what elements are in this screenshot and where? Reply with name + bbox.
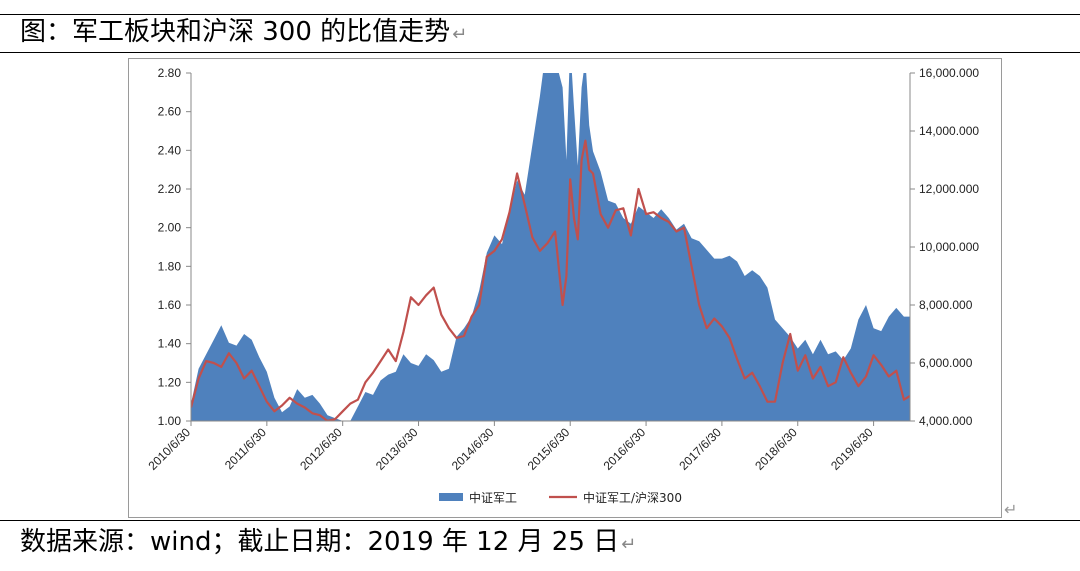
x-tick-label: 2013/6/30 [373,425,421,473]
x-tick-label: 2011/6/30 [222,425,269,472]
left-tick-label: 1.00 [158,414,182,428]
x-tick-label: 2010/6/30 [145,425,193,473]
line-series-ratio [191,139,910,421]
legend-label-area: 中证军工 [469,490,517,505]
right-tick-label: 14,000.000 [919,124,979,138]
right-tick-label: 16,000.000 [919,66,979,80]
chart: 1.00 1.20 1.40 1.60 1.80 2.00 2.20 2.40 2.60 2.80… [145,66,979,505]
right-tick-label: 12,000.000 [919,182,979,196]
source-rule [0,520,1080,521]
left-tick-label: 1.60 [158,298,182,312]
left-tick-label: 1.40 [158,337,182,351]
return-mark: ↵ [452,24,468,45]
legend-label-line: 中证军工/沪深300 [583,490,682,505]
legend: 中证军工 中证军工/沪深300 [439,490,682,505]
x-tick-label: 2019/6/30 [828,425,876,473]
return-mark: ↵ [621,534,637,555]
x-tick-label: 2016/6/30 [601,425,649,473]
area-series-zhongzheng-military [191,73,910,421]
left-tick-label: 2.00 [158,221,182,235]
left-tick-label: 1.80 [158,259,182,273]
left-tick-label: 2.60 [158,105,182,119]
data-source-note: 数据来源：wind；截止日期：2019 年 12 月 25 日 ↵ [20,527,637,557]
x-tick-label: 2012/6/30 [297,425,345,473]
right-tick-label: 6,000.000 [919,356,973,370]
left-tick-label: 2.20 [158,182,182,196]
left-tick-label: 2.40 [158,143,182,157]
x-tick-label: 2018/6/30 [752,425,800,473]
paragraph-mark: ↵ [1004,500,1018,519]
line-series-layer [191,139,910,421]
area-series-layer [191,73,910,421]
right-tick-label: 10,000.000 [919,240,979,254]
left-tick-label: 2.80 [158,66,182,80]
chart-frame: 1.00 1.20 1.40 1.60 1.80 2.00 2.20 2.40 2.60 2.80… [128,58,1002,518]
right-tick-label: 8,000.000 [919,298,973,312]
right-tick-label: 4,000.000 [919,414,973,428]
left-tick-label: 1.20 [158,375,182,389]
legend-swatch-area [439,493,463,501]
x-tick-label: 2014/6/30 [449,425,497,473]
caption-rule [0,52,1080,53]
figure-caption: 图：军工板块和沪深 300 的比值走势 ↵ [20,17,468,47]
x-tick-label: 2017/6/30 [676,425,724,473]
x-tick-label: 2015/6/30 [525,425,573,473]
top-rule [0,14,1080,15]
